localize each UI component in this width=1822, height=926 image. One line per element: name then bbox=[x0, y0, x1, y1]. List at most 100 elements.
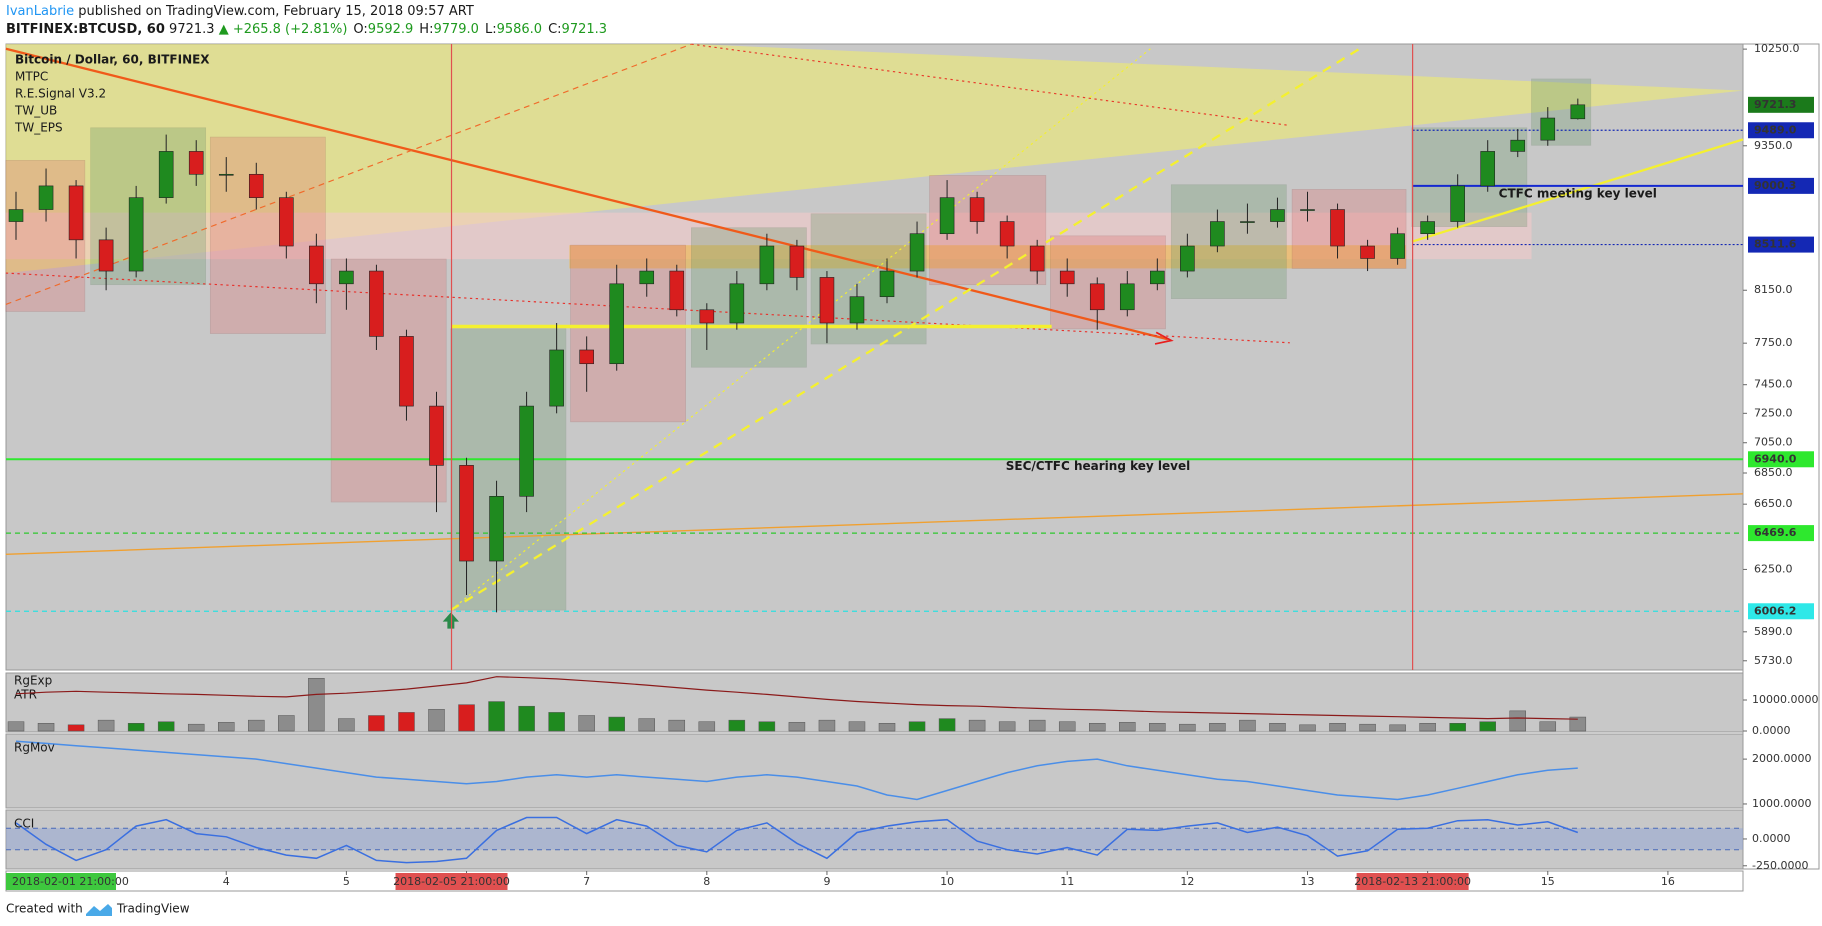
candle-body bbox=[1150, 270, 1165, 285]
volume-bar bbox=[1179, 723, 1196, 732]
volume-bar bbox=[1539, 721, 1557, 732]
trend-line bbox=[5, 493, 1744, 555]
volume-bar bbox=[1058, 721, 1076, 732]
x-tick-label: 4 bbox=[223, 875, 230, 888]
band-fill bbox=[6, 828, 1743, 850]
level-label-bg bbox=[1748, 236, 1814, 253]
y-tick-label: -250.0000 bbox=[1752, 859, 1808, 872]
candle-body bbox=[549, 349, 564, 407]
y-tick-label: 2000.0000 bbox=[1752, 752, 1812, 765]
volume-bar bbox=[878, 723, 896, 732]
x-tick-label: 8 bbox=[703, 875, 710, 888]
y-tick-label: 6250.0 bbox=[1754, 562, 1793, 575]
y-tick-label: 0.0000 bbox=[1752, 832, 1791, 845]
volume-bar bbox=[248, 719, 265, 732]
candle-body bbox=[1450, 185, 1465, 222]
volume-bar bbox=[218, 722, 235, 732]
legend-item: MTPC bbox=[15, 70, 48, 84]
volume-bar bbox=[758, 721, 776, 732]
level-label: 6006.2 bbox=[1754, 604, 1796, 617]
trend-line bbox=[1411, 138, 1744, 243]
y-tick-label: 9350.0 bbox=[1754, 139, 1793, 152]
marker-label: 2018-02-05 21:00:00 bbox=[393, 875, 510, 888]
level-label-bg bbox=[1748, 603, 1814, 620]
candle-body bbox=[789, 245, 805, 278]
volume-bar bbox=[1329, 723, 1346, 732]
candle-body bbox=[1270, 209, 1285, 222]
cci-pane bbox=[5, 809, 1744, 870]
marker-label-bg bbox=[395, 873, 508, 890]
y-tick-label: 7750.0 bbox=[1754, 336, 1793, 349]
volume-bar bbox=[368, 715, 385, 732]
candle-body bbox=[1059, 270, 1075, 285]
candle-body bbox=[1210, 221, 1225, 247]
candle-body bbox=[1029, 245, 1045, 272]
candle-body bbox=[1390, 233, 1405, 259]
candle-body bbox=[68, 185, 84, 241]
ohlc-key: H: bbox=[419, 22, 433, 37]
candle-body bbox=[309, 245, 324, 285]
candle-body bbox=[849, 296, 865, 324]
x-tick-label: 16 bbox=[1661, 875, 1675, 888]
time-axis bbox=[5, 870, 1744, 892]
level-label: 9489.0 bbox=[1754, 123, 1797, 136]
volume-bar bbox=[1359, 723, 1376, 732]
volume-bar bbox=[968, 719, 986, 732]
legend-item: TW_EPS bbox=[14, 121, 63, 135]
volume-bar bbox=[998, 721, 1016, 732]
volume-bar bbox=[1119, 722, 1136, 732]
x-tick-label: 12 bbox=[1180, 875, 1194, 888]
candle-body bbox=[999, 221, 1015, 247]
ohlc-value: 9592.9 bbox=[368, 22, 414, 37]
x-tick-label: 13 bbox=[1300, 875, 1314, 888]
candle-body bbox=[279, 197, 294, 247]
signal-arrow bbox=[442, 612, 459, 629]
volume-bar bbox=[338, 718, 355, 732]
candle-body bbox=[158, 151, 174, 198]
volume-bar bbox=[37, 723, 55, 732]
level-label: 6469.6 bbox=[1754, 526, 1797, 539]
candle-body bbox=[1119, 283, 1135, 311]
candle-body bbox=[819, 277, 835, 324]
symbol-line: BITFINEX:BTCUSD, 60 9721.3 ▲ +265.8 (+2.… bbox=[6, 22, 607, 37]
legend-item: Bitcoin / Dollar, 60, BITFINEX bbox=[15, 53, 210, 67]
arrow-head bbox=[1154, 331, 1174, 345]
author[interactable]: IvanLabrie bbox=[6, 4, 74, 19]
volume-bar bbox=[1028, 719, 1046, 732]
volume-bar bbox=[157, 721, 175, 732]
x-tick-label: 7 bbox=[583, 875, 590, 888]
candle-body bbox=[609, 283, 625, 365]
volume-bar bbox=[127, 723, 145, 732]
volume-bar bbox=[97, 719, 115, 732]
level-label: 9000.3 bbox=[1754, 179, 1796, 192]
volume-bar bbox=[67, 724, 85, 732]
candle-body bbox=[729, 283, 745, 324]
candle-body bbox=[909, 233, 925, 272]
volume-bar bbox=[908, 721, 926, 732]
ohlc-value: 9779.0 bbox=[433, 22, 479, 37]
ohlc-key: O: bbox=[353, 22, 367, 37]
candle-body bbox=[369, 270, 384, 337]
candle-body bbox=[1240, 221, 1255, 223]
footer-brand[interactable]: TradingView bbox=[116, 902, 190, 916]
volume-bar bbox=[308, 678, 325, 732]
volume-bar bbox=[1089, 723, 1106, 732]
volume-bar bbox=[728, 719, 746, 732]
trend-line bbox=[5, 47, 1169, 341]
trend-line bbox=[450, 48, 1151, 611]
volume-bar bbox=[428, 709, 445, 732]
x-tick-label: 10 bbox=[940, 875, 954, 888]
volume-bar bbox=[7, 721, 25, 732]
trend-line bbox=[5, 43, 692, 305]
candle-body bbox=[579, 349, 594, 365]
candle-body bbox=[1300, 209, 1315, 211]
candle-body bbox=[38, 185, 54, 210]
header-line: IvanLabrie published on TradingView.com,… bbox=[6, 4, 474, 19]
pane-title: ATR bbox=[14, 688, 37, 702]
volume-bar bbox=[1149, 723, 1166, 732]
volume-bar bbox=[518, 705, 535, 732]
symbol: BITFINEX:BTCUSD, 60 bbox=[6, 22, 165, 37]
volume-bar bbox=[1299, 724, 1316, 732]
volume-bar bbox=[608, 716, 625, 732]
ohlc-key: L: bbox=[485, 22, 497, 37]
